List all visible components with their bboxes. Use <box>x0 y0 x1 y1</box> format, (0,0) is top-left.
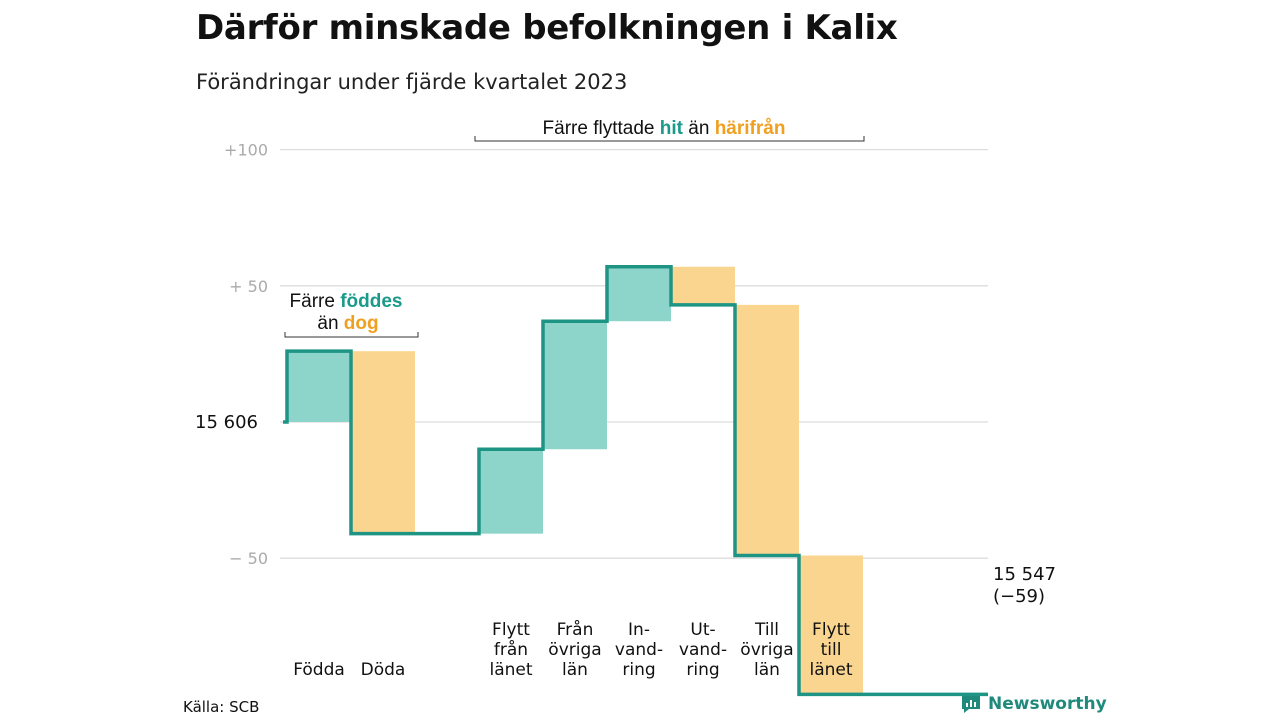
category-labels: Födda DödaFlyttfrånlänetFrånövrigalänIn-v… <box>293 619 853 680</box>
bar-5 <box>607 266 671 322</box>
category-label: ring <box>686 660 719 680</box>
annotation-births-line2: än dog <box>317 313 378 334</box>
bar-8 <box>799 555 863 695</box>
annotations: Färre föddes än dog Färre flyttade hit ä… <box>284 118 865 338</box>
end-value-label: 15 547 <box>993 564 1056 585</box>
start-value-label: 15 606 <box>195 412 258 433</box>
category-label: In- <box>628 620 650 640</box>
y-axis-ticks: +100 + 50 − 50 <box>224 141 268 569</box>
source-label: Källa: SCB <box>183 698 260 716</box>
category-label: län <box>562 660 588 680</box>
category-label: vand- <box>679 640 727 660</box>
y-tick-label: + 50 <box>229 277 268 296</box>
bar-2 <box>351 351 415 534</box>
bar-6 <box>671 266 735 305</box>
bar-1 <box>287 351 351 422</box>
category-label: Döda <box>361 660 406 680</box>
newsworthy-icon <box>962 696 980 713</box>
annotation-births-bracket <box>284 332 419 338</box>
chart-subtitle: Förändringar under fjärde kvartalet 2023 <box>196 70 628 94</box>
cumulative-step-line <box>283 264 988 697</box>
category-label: Ut- <box>690 620 715 640</box>
category-label: län <box>754 660 780 680</box>
category-label: från <box>494 639 528 660</box>
y-tick-label: +100 <box>224 141 268 160</box>
bar-7 <box>735 304 799 556</box>
category-label: Flytt <box>492 620 530 640</box>
category-label: Födda <box>293 660 345 680</box>
category-label: Flytt <box>812 620 850 640</box>
labels: 15 606 15 547 (−59) <box>195 412 1056 607</box>
category-label: övriga <box>740 640 793 660</box>
category-label: Från <box>557 619 594 640</box>
annotation-births-line1: Färre föddes <box>290 291 403 312</box>
bar-3 <box>479 449 543 534</box>
brand-name: Newsworthy <box>988 694 1107 714</box>
category-label: länet <box>489 660 532 680</box>
category-label: länet <box>809 660 852 680</box>
annotation-moves-bracket <box>474 136 865 142</box>
gridlines <box>280 148 988 559</box>
bars <box>287 266 863 695</box>
chart-title: Därför minskade befolkningen i Kalix <box>196 8 898 48</box>
brand-logo: Newsworthy <box>960 693 1107 715</box>
category-label: Till <box>754 620 779 640</box>
category-label: övriga <box>548 640 601 660</box>
category-label: vand- <box>615 640 663 660</box>
annotation-moves: Färre flyttade hit än härifrån <box>543 118 786 139</box>
end-change-label: (−59) <box>993 586 1045 607</box>
category-label: ring <box>622 660 655 680</box>
y-tick-label: − 50 <box>229 549 268 568</box>
bar-4 <box>543 321 607 450</box>
category-label: till <box>821 640 842 660</box>
